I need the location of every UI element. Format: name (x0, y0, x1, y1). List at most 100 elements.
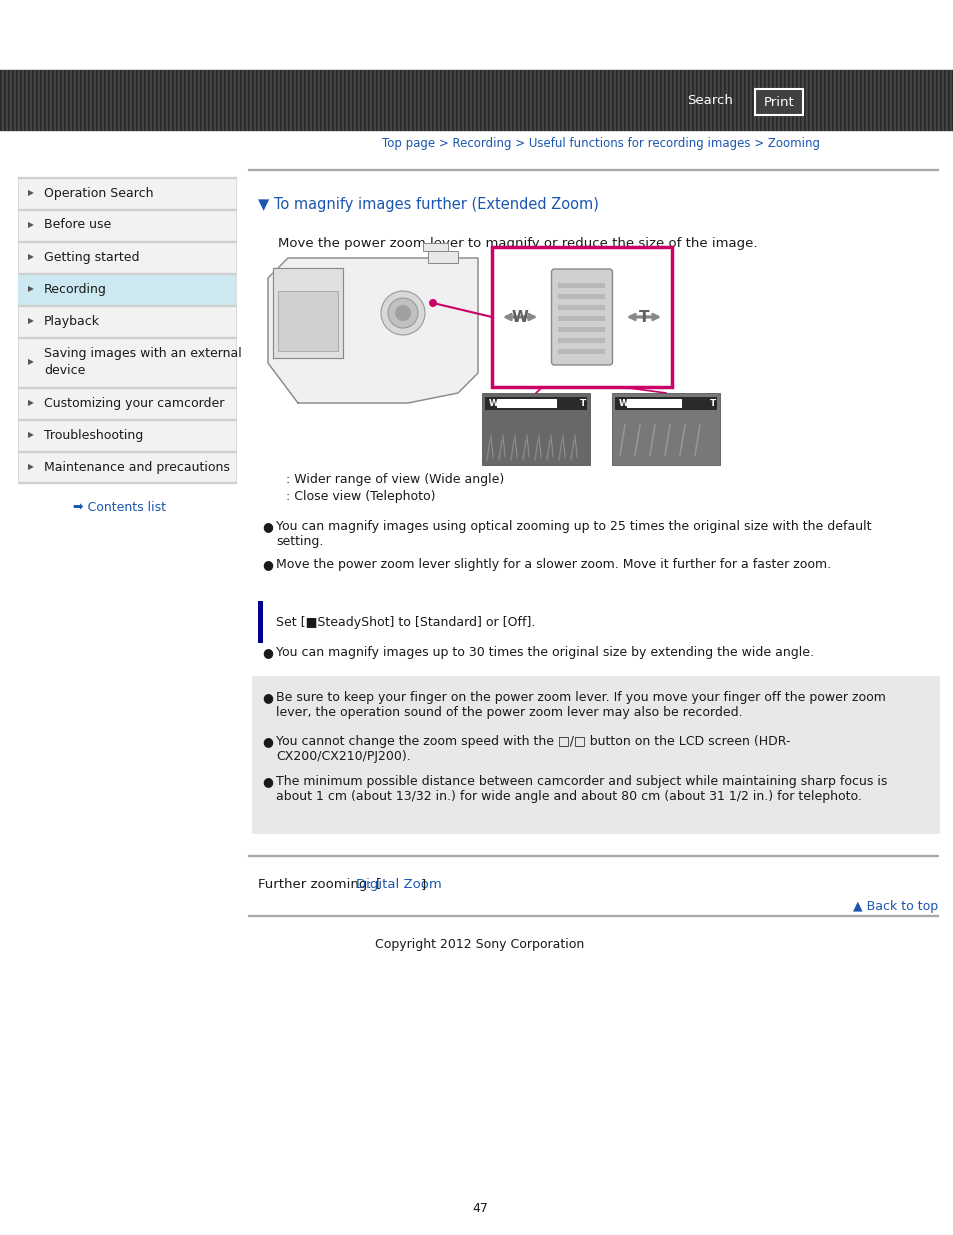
Bar (840, 70, 841, 130)
Bar (937, 70, 940, 130)
Bar (150, 70, 152, 130)
Bar (206, 70, 209, 130)
Bar (603, 70, 606, 130)
Bar (893, 70, 896, 130)
Bar (679, 70, 681, 130)
Text: Before use: Before use (44, 219, 112, 231)
Bar (448, 70, 450, 130)
Bar (422, 243, 448, 251)
Bar (252, 70, 254, 130)
Bar (122, 70, 125, 130)
Bar (755, 70, 758, 130)
Bar (521, 70, 524, 130)
Bar (132, 70, 134, 130)
Text: Getting started: Getting started (44, 251, 139, 263)
Bar (689, 70, 692, 130)
Bar (368, 70, 370, 130)
Bar (315, 70, 318, 130)
Bar (929, 70, 931, 130)
Bar (222, 70, 224, 130)
Bar (558, 294, 605, 299)
Bar (430, 70, 432, 130)
Bar (370, 70, 372, 130)
Text: The minimum possible distance between camcorder and subject while maintaining sh: The minimum possible distance between ca… (275, 776, 886, 803)
Text: Move the power zoom lever slightly for a slower zoom. Move it further for a fast: Move the power zoom lever slightly for a… (275, 558, 830, 571)
Bar (627, 70, 630, 130)
Bar (815, 70, 818, 130)
Bar (414, 70, 416, 130)
Bar (623, 70, 626, 130)
Bar (200, 70, 202, 130)
Bar (91, 70, 94, 130)
Bar (951, 70, 953, 130)
Bar (242, 70, 244, 130)
Bar (104, 70, 107, 130)
Bar (497, 70, 500, 130)
Bar (594, 70, 596, 130)
Bar (503, 70, 506, 130)
Bar (643, 70, 646, 130)
Bar (725, 70, 728, 130)
Bar (268, 70, 271, 130)
Bar (558, 305, 605, 310)
Bar (193, 70, 196, 130)
Bar (160, 70, 162, 130)
Bar (767, 70, 770, 130)
Bar (887, 70, 889, 130)
Bar (817, 70, 820, 130)
Bar (218, 70, 220, 130)
Bar (260, 70, 262, 130)
Bar (667, 70, 670, 130)
Bar (470, 70, 472, 130)
Bar (683, 70, 686, 130)
Bar (612, 70, 614, 130)
Text: ▶: ▶ (28, 252, 34, 262)
Bar (352, 70, 355, 130)
Text: Maintenance and precautions: Maintenance and precautions (44, 461, 230, 473)
Bar (484, 396, 586, 410)
Bar (745, 70, 748, 130)
Text: ➡ Contents list: ➡ Contents list (73, 501, 166, 514)
Bar (266, 70, 268, 130)
Bar (357, 70, 360, 130)
Text: ▶: ▶ (28, 316, 34, 326)
Bar (26, 70, 29, 130)
Bar (270, 70, 273, 130)
Bar (86, 70, 89, 130)
Bar (434, 70, 436, 130)
Bar (474, 70, 476, 130)
Bar (210, 70, 213, 130)
Bar (758, 70, 760, 130)
Bar (641, 70, 644, 130)
Bar (882, 70, 883, 130)
Bar (213, 70, 216, 130)
Bar (355, 70, 358, 130)
Text: Digital Zoom: Digital Zoom (355, 878, 441, 890)
Bar (492, 70, 494, 130)
Bar (220, 70, 222, 130)
Bar (94, 70, 96, 130)
Bar (56, 70, 58, 130)
Bar (753, 70, 756, 130)
Bar (585, 70, 588, 130)
Bar (945, 70, 947, 130)
Bar (862, 70, 863, 130)
Bar (390, 70, 392, 130)
Bar (895, 70, 898, 130)
Bar (783, 70, 785, 130)
Text: Set [■SteadyShot] to [Standard] or [Off].: Set [■SteadyShot] to [Standard] or [Off]… (275, 616, 535, 629)
Bar (328, 70, 330, 130)
Bar (4, 70, 7, 130)
Bar (510, 70, 512, 130)
Polygon shape (273, 268, 343, 358)
Bar (615, 396, 717, 410)
Bar (317, 70, 320, 130)
Bar (803, 70, 805, 130)
Text: T: T (579, 399, 586, 408)
Bar (645, 70, 648, 130)
Bar (481, 70, 484, 130)
Bar (507, 70, 510, 130)
Bar (126, 70, 129, 130)
Bar (534, 70, 536, 130)
Bar (530, 70, 532, 130)
